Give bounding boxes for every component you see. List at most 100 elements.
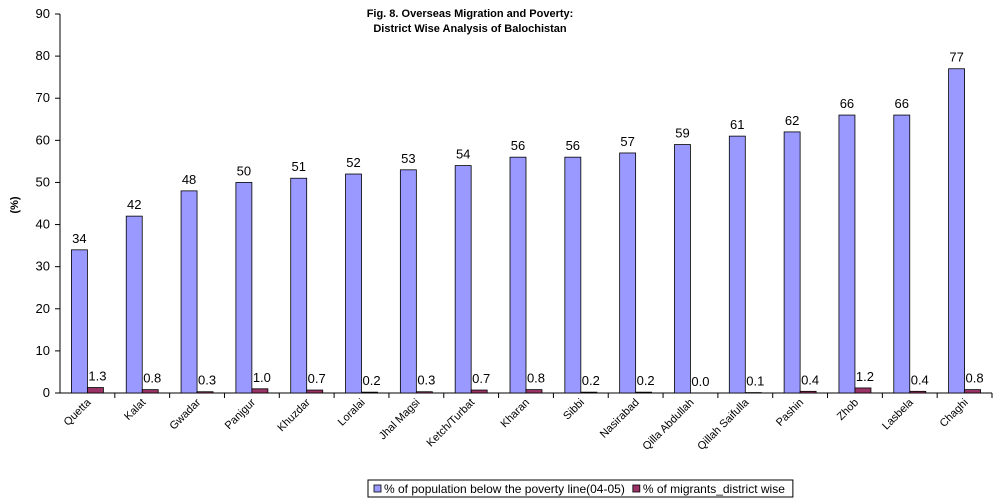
x-tick-label: Ketch/Turbat xyxy=(425,397,478,450)
data-label: 50 xyxy=(237,163,251,178)
bar xyxy=(399,169,417,394)
data-label: 1.3 xyxy=(88,369,106,384)
data-label: 0.2 xyxy=(637,373,655,388)
data-label: 61 xyxy=(730,117,744,132)
legend-swatch xyxy=(373,484,382,493)
data-label: 0.7 xyxy=(308,371,326,386)
data-label: 0.1 xyxy=(746,374,764,389)
x-tick-label: Kalat xyxy=(122,397,148,423)
x-tick-label: Sibbi xyxy=(561,397,587,423)
bar xyxy=(854,387,872,394)
y-tick-label: 0 xyxy=(43,385,50,400)
bar xyxy=(948,68,965,394)
y-tick-label: 10 xyxy=(36,343,50,358)
data-label: 0.7 xyxy=(472,371,490,386)
bar xyxy=(306,389,324,394)
data-label: 51 xyxy=(291,159,305,174)
data-label: 62 xyxy=(785,113,799,128)
data-label: 0.4 xyxy=(801,372,819,387)
x-tick-label: Lasbela xyxy=(880,396,916,432)
y-tick-label: 80 xyxy=(36,48,50,63)
legend-swatch xyxy=(632,484,641,493)
bar xyxy=(525,389,543,394)
x-tick-label: Nasirabad xyxy=(598,397,642,441)
x-tick-label: Khuzdar xyxy=(275,396,313,434)
data-label: 54 xyxy=(456,147,470,162)
bar xyxy=(728,135,746,394)
y-tick-label: 30 xyxy=(36,259,50,274)
x-tick-label: Zhob xyxy=(835,397,861,423)
data-label: 0.0 xyxy=(691,374,709,389)
bar xyxy=(783,131,801,394)
bar xyxy=(509,156,527,394)
bar xyxy=(454,165,472,394)
y-tick-label: 60 xyxy=(36,132,50,147)
data-label: 0.3 xyxy=(417,373,435,388)
data-label: 77 xyxy=(949,50,963,65)
bar xyxy=(345,173,362,394)
data-label: 0.2 xyxy=(582,373,600,388)
x-tick-label: Qillah Saifulla xyxy=(695,396,752,453)
x-tick-label: Panjgur xyxy=(223,396,259,432)
x-tick-label: Jhal Magsi xyxy=(377,397,423,443)
bar xyxy=(87,387,104,394)
chart-title: Fig. 8. Overseas Migration and Poverty: xyxy=(367,8,574,20)
bar xyxy=(635,391,653,394)
data-label: 34 xyxy=(72,231,86,246)
y-tick-label: 40 xyxy=(36,217,50,232)
data-label: 56 xyxy=(566,138,580,153)
x-tick-label: Gwadar xyxy=(167,396,203,432)
x-tick-label: Kharan xyxy=(499,397,533,431)
bar xyxy=(893,114,911,394)
chart-subtitle: District Wise Analysis of Balochistan xyxy=(373,23,567,35)
y-tick-label: 70 xyxy=(36,90,50,105)
bar xyxy=(564,156,582,394)
data-label: 1.0 xyxy=(253,370,271,385)
bar xyxy=(909,390,927,394)
bar xyxy=(71,249,88,394)
data-label: 0.4 xyxy=(911,372,929,387)
data-label: 0.3 xyxy=(198,373,216,388)
bar xyxy=(838,114,856,394)
data-label: 57 xyxy=(620,134,634,149)
bar xyxy=(361,391,378,394)
y-tick-label: 50 xyxy=(36,174,50,189)
bar xyxy=(619,152,637,394)
data-label: 48 xyxy=(182,172,196,187)
data-label: 42 xyxy=(127,197,141,212)
bar xyxy=(290,177,308,394)
bar xyxy=(125,215,143,394)
data-label: 53 xyxy=(401,151,415,166)
bar xyxy=(415,391,433,394)
data-label: 66 xyxy=(840,96,854,111)
x-tick-label: Qilla Abdullah xyxy=(641,397,697,453)
y-axis-title: (%) xyxy=(9,196,21,213)
data-label: 0.8 xyxy=(966,371,984,386)
x-tick-label: Quetta xyxy=(62,396,94,428)
legend-label: % of population below the poverty line(0… xyxy=(384,482,625,496)
x-tick-label: Chaghi xyxy=(938,397,971,430)
bar xyxy=(180,190,198,394)
bar xyxy=(580,391,598,394)
bar xyxy=(141,389,159,394)
bar xyxy=(674,144,691,394)
bar xyxy=(251,388,269,394)
data-label: 0.8 xyxy=(143,371,161,386)
data-label: 52 xyxy=(346,155,360,170)
legend-label: % of migrants_district wise xyxy=(643,482,785,496)
x-tick-label: Pashin xyxy=(774,397,806,429)
legend-frame xyxy=(367,479,794,498)
data-label: 1.2 xyxy=(856,369,874,384)
data-label: 0.2 xyxy=(362,373,380,388)
y-tick-label: 20 xyxy=(36,301,50,316)
data-label: 66 xyxy=(895,96,909,111)
bar xyxy=(799,390,817,394)
bar xyxy=(470,389,488,394)
bar xyxy=(235,182,253,394)
bar xyxy=(196,391,214,394)
data-label: 56 xyxy=(511,138,525,153)
x-tick-label: Loralai xyxy=(336,397,368,429)
y-tick-label: 90 xyxy=(36,6,50,21)
